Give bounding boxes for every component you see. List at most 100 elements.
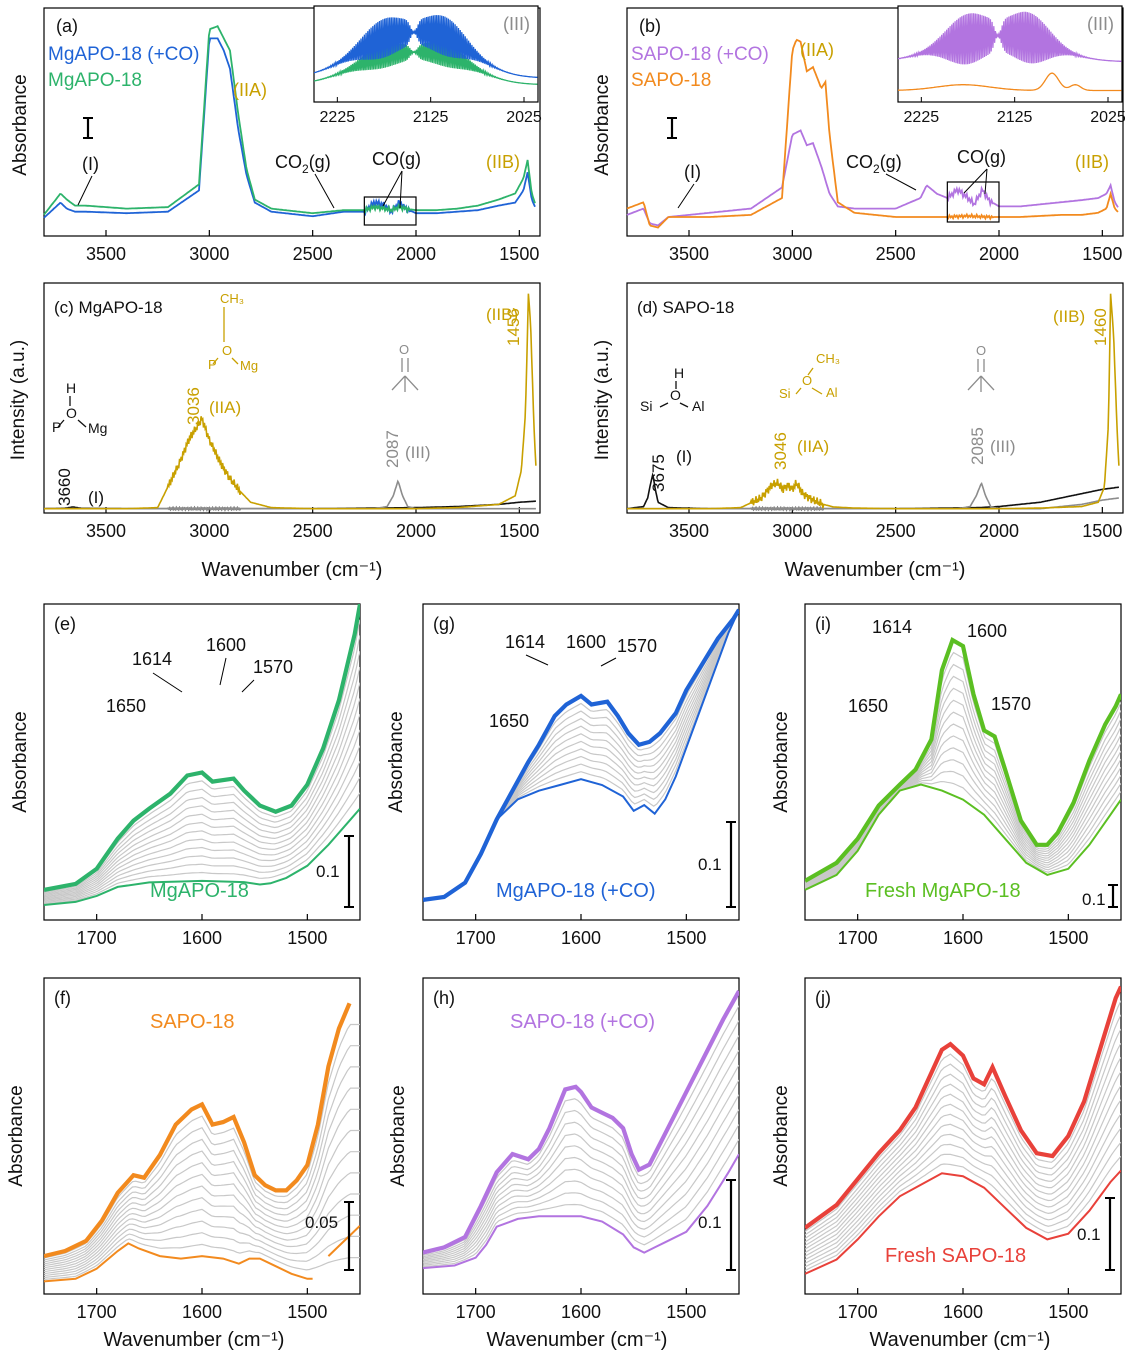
scale-bar-label: 0.1 xyxy=(1082,890,1106,909)
structure-atom: Si xyxy=(779,386,791,401)
scale-bar-label: 0.1 xyxy=(0,0,24,4)
panel-h-xaxis-tick-label: 1500 xyxy=(666,1302,706,1322)
panel-label: (a) xyxy=(56,16,78,36)
final-spectrum xyxy=(44,1002,352,1259)
intermediate-spectrum xyxy=(423,1124,739,1266)
panel-a-xaxis-tick-label: 2000 xyxy=(396,244,436,264)
intermediate-spectrum xyxy=(423,1138,739,1268)
intermediate-spectrum xyxy=(44,619,360,892)
band-label: (III) xyxy=(1087,14,1114,34)
peak-label: 1614 xyxy=(505,632,545,652)
panel-d-xaxis-tick-label: 1500 xyxy=(1082,521,1122,541)
band-label: (IIA) xyxy=(209,398,241,417)
y-axis-label: Absorbance xyxy=(388,1085,409,1186)
y-axis-label: Absorbance xyxy=(10,74,31,175)
structure-atom: CH₃ xyxy=(816,351,840,366)
intermediate-spectrum xyxy=(805,1000,1121,1232)
intermediate-spectrum xyxy=(44,776,360,904)
final-spectrum xyxy=(423,989,739,1255)
sample-label: SAPO-18 (+CO) xyxy=(510,1011,655,1033)
intermediate-spectrum xyxy=(423,1050,739,1259)
intermediate-spectrum xyxy=(423,1064,739,1261)
inset-series-line xyxy=(897,11,1122,65)
series-line xyxy=(626,129,1119,227)
initial-spectrum xyxy=(805,1169,1121,1275)
structure-atom: O xyxy=(976,343,986,358)
intermediate-spectrum xyxy=(423,1109,739,1265)
intermediate-spectrum xyxy=(44,1129,360,1269)
scale-bar-label: 0.1 xyxy=(1077,1225,1101,1244)
legend-entry: MgAPO-18 xyxy=(48,70,142,91)
co-label: CO(g) xyxy=(372,149,421,169)
inset-tick-label: 2125 xyxy=(413,109,449,126)
structure-bond xyxy=(967,375,982,391)
panel-j-xaxis-tick-label: 1700 xyxy=(838,1302,878,1322)
intermediate-spectrum xyxy=(44,792,360,905)
y-axis-label: Absorbance xyxy=(771,1085,792,1186)
series-line xyxy=(626,472,1119,512)
panel-g-xaxis-tick-label: 1600 xyxy=(561,928,601,948)
panel-label: (c) MgAPO-18 xyxy=(54,298,163,317)
panel-label: (b) xyxy=(639,16,661,36)
structure-atom: O xyxy=(670,387,681,403)
panel-i-plot xyxy=(805,637,1121,891)
structure-atom: O xyxy=(222,343,232,358)
panel-f-xaxis-tick-label: 1500 xyxy=(287,1302,327,1322)
panel-label: (e) xyxy=(54,614,76,634)
peak-label: 1614 xyxy=(872,617,912,637)
intermediate-spectrum xyxy=(805,759,1121,889)
x-axis-label: Wavenumber (cm⁻¹) xyxy=(870,1329,1051,1351)
panel-b-xaxis-tick-label: 3500 xyxy=(669,244,709,264)
initial-spectrum xyxy=(805,783,1121,891)
peak-label: 1600 xyxy=(206,635,246,655)
zoom-box xyxy=(363,196,417,226)
leader-line xyxy=(885,173,917,191)
peak-label: 3660 xyxy=(55,468,74,506)
y-axis-label: Absorbance xyxy=(10,711,31,812)
structure-atom: Mg xyxy=(88,420,107,436)
intermediate-spectrum xyxy=(805,1141,1121,1268)
panel-label: (d) SAPO-18 xyxy=(637,298,734,317)
series-line xyxy=(627,293,1120,510)
leader-line xyxy=(525,654,549,666)
final-spectrum xyxy=(805,985,1121,1230)
intermediate-spectrum xyxy=(805,1127,1121,1264)
y-axis-label: Absorbance xyxy=(771,711,792,812)
peak-label: 1650 xyxy=(848,696,888,716)
structure-atom: Al xyxy=(826,385,838,400)
intermediate-spectrum xyxy=(805,1113,1121,1261)
intermediate-spectrum xyxy=(423,609,739,901)
leader-line xyxy=(152,672,183,693)
structure-bond xyxy=(811,387,823,395)
band-label: (III) xyxy=(990,437,1016,456)
intermediate-spectrum xyxy=(44,698,360,898)
peak-label: 1570 xyxy=(991,694,1031,714)
panel-d-frame xyxy=(626,282,1124,514)
band-label: (I) xyxy=(676,447,692,466)
co2-label: CO2(g) xyxy=(846,152,902,176)
x-axis-label: Wavenumber (cm⁻¹) xyxy=(104,1329,285,1351)
panel-label: (j) xyxy=(815,988,831,1008)
peak-label: 1570 xyxy=(617,636,657,656)
structure-bond xyxy=(980,375,995,391)
final-spectrum xyxy=(44,604,360,892)
intermediate-spectrum xyxy=(805,1028,1121,1240)
panel-b-xaxis-tick-label: 2500 xyxy=(876,244,916,264)
panel-c-xaxis-tick-label: 3000 xyxy=(189,521,229,541)
intermediate-spectrum xyxy=(44,1172,360,1273)
peak-label: 3036 xyxy=(184,387,203,425)
panel-e-xaxis-tick-label: 1700 xyxy=(77,928,117,948)
initial-spectrum xyxy=(423,609,739,901)
inset-tick-label: 2125 xyxy=(997,109,1033,126)
panel-i-xaxis-tick-label: 1700 xyxy=(838,928,878,948)
intermediate-spectrum xyxy=(44,651,360,894)
inset-series-line xyxy=(313,15,538,78)
panel-h-xaxis-tick-label: 1600 xyxy=(561,1302,601,1322)
intermediate-spectrum xyxy=(423,609,739,901)
leader-line xyxy=(382,170,403,207)
structure-atom: O xyxy=(66,405,77,421)
y-axis-label: Absorbance xyxy=(386,711,407,812)
peak-label: 1600 xyxy=(967,621,1007,641)
scale-bar-label: 0.1 xyxy=(316,862,340,881)
